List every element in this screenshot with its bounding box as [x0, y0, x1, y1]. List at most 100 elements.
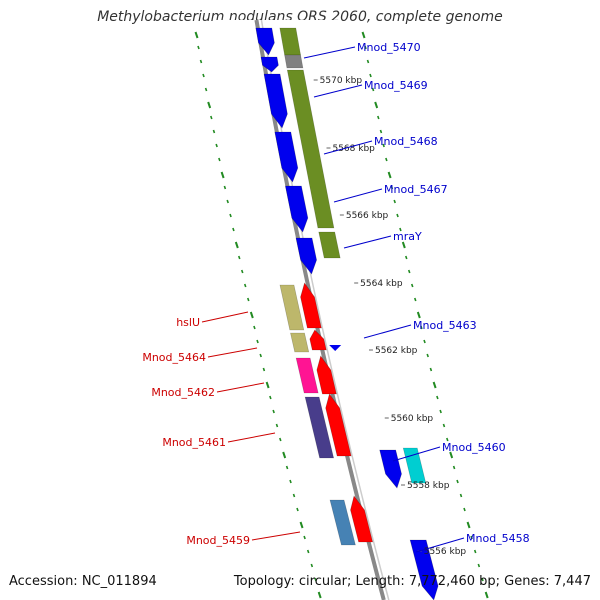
cog-block-hslu[interactable] — [279, 284, 305, 331]
reverse-gene-arrow[interactable] — [300, 282, 322, 329]
inner-tick-mark — [262, 367, 266, 372]
cog-block-mnod-5469-5467[interactable] — [286, 69, 335, 229]
inner-tick-mark — [220, 171, 225, 179]
inner-tick-mark — [204, 87, 208, 92]
outer-tick-mark — [473, 549, 477, 554]
forward-gene-leader — [392, 446, 441, 462]
inner-tick-mark — [223, 185, 227, 190]
forward-gene-label: mraY — [393, 230, 422, 243]
reverse-gene-leader — [207, 347, 258, 358]
inner-tick-mark — [303, 535, 306, 540]
forward-gene-arrow[interactable] — [285, 185, 309, 233]
scale-label: 5570 kbp — [320, 76, 363, 86]
inner-tick-mark — [232, 227, 235, 232]
forward-gene-leader — [323, 140, 373, 155]
reverse-gene-label: hslU — [176, 316, 200, 329]
cog-block-mnod-5464[interactable] — [290, 332, 310, 353]
cog-block-mnod-5462[interactable] — [295, 357, 319, 394]
outer-tick-mark — [374, 101, 379, 109]
inner-tick-mark — [256, 339, 259, 344]
outer-tick-mark — [446, 437, 449, 442]
outer-tick-mark — [361, 31, 366, 39]
forward-gene-label: Mnod_5463 — [413, 319, 477, 332]
inner-tick-mark — [215, 143, 218, 148]
inner-tick-mark — [210, 115, 213, 120]
reverse-gene-arrow[interactable] — [325, 393, 352, 457]
inner-tick-mark — [306, 549, 310, 554]
outer-tick-mark — [364, 45, 367, 50]
inner-tick-mark — [299, 521, 304, 529]
outer-tick-mark — [366, 59, 370, 64]
cog-block-gray[interactable] — [284, 54, 304, 69]
reverse-gene-arrow[interactable] — [309, 329, 327, 351]
forward-gene-label: Mnod_5469 — [364, 79, 428, 92]
inner-tick-mark — [247, 297, 250, 302]
forward-gene-leader — [333, 188, 383, 203]
forward-gene-label: Mnod_5468 — [374, 135, 438, 148]
forward-gene-arrow-small[interactable] — [329, 345, 342, 351]
outer-tick-mark — [452, 465, 456, 470]
reverse-gene-leader — [227, 432, 276, 443]
reverse-gene-label: Mnod_5459 — [186, 534, 250, 547]
outer-tick-mark — [449, 451, 454, 459]
outer-tick-mark — [396, 213, 399, 218]
cog-block-mnod-5459[interactable] — [329, 499, 356, 546]
outer-tick-mark — [407, 269, 411, 274]
cog-block-mrar[interactable] — [318, 231, 341, 259]
inner-tick-mark — [285, 465, 289, 470]
cog-block-mnod-5461[interactable] — [304, 396, 335, 459]
forward-gene-leader — [313, 84, 363, 98]
scale-label: 5564 kbp — [360, 279, 403, 289]
outer-tick-mark — [463, 507, 466, 512]
outer-tick-mark — [432, 381, 437, 389]
outer-tick-mark — [429, 367, 433, 372]
forward-gene-arrow[interactable] — [263, 73, 288, 129]
scale-label: 5556 kbp — [424, 547, 467, 557]
outer-tick-mark — [481, 577, 484, 582]
outer-tick-mark — [439, 409, 442, 414]
scale-label: 5560 kbp — [391, 414, 434, 424]
inner-tick-mark — [249, 311, 254, 319]
forward-gene-label: Mnod_5467 — [384, 183, 448, 196]
inner-tick-mark — [314, 577, 317, 582]
inner-tick-mark — [317, 591, 322, 599]
outer-tick-mark — [405, 255, 408, 260]
forward-gene-arrow[interactable] — [255, 27, 275, 56]
inner-tick-mark — [310, 563, 314, 568]
reverse-gene-arrow[interactable] — [350, 495, 374, 543]
forward-gene-arrow[interactable] — [379, 449, 402, 489]
outer-tick-mark — [390, 185, 394, 190]
forward-gene-arrow[interactable] — [260, 56, 279, 73]
outer-tick-mark — [426, 353, 429, 358]
outer-tick-mark — [470, 535, 473, 540]
outer-tick-mark — [377, 115, 380, 120]
forward-gene-label: Mnod_5470 — [357, 41, 421, 54]
outer-tick-mark — [399, 227, 402, 232]
inner-tick-mark — [296, 507, 299, 512]
inner-tick-mark — [275, 423, 279, 428]
outer-tick-mark — [382, 143, 385, 148]
outer-tick-mark — [477, 563, 481, 568]
forward-gene-arrow[interactable] — [409, 539, 439, 600]
scale-label: 5566 kbp — [346, 211, 389, 221]
inner-tick-mark — [265, 381, 270, 389]
inner-tick-mark — [234, 241, 239, 249]
inner-tick-mark — [218, 157, 221, 162]
inner-tick-mark — [197, 45, 200, 50]
map-title: Methylobacterium nodulans ORS 2060, comp… — [97, 9, 503, 25]
forward-gene-arrow[interactable] — [295, 237, 317, 275]
inner-tick-mark — [202, 73, 205, 78]
outer-tick-mark — [369, 73, 372, 78]
inner-tick-mark — [272, 409, 275, 414]
forward-gene-leader — [303, 46, 356, 59]
feature-band — [213, 20, 466, 600]
inner-tick-mark — [253, 325, 256, 330]
forward-gene-leader — [343, 235, 392, 249]
forward-gene-leader — [415, 537, 465, 553]
reverse-gene-leader — [251, 531, 301, 541]
outer-tick-mark — [423, 339, 426, 344]
reverse-gene-leader — [201, 311, 249, 323]
outer-tick-mark — [484, 591, 489, 599]
forward-gene-arrow[interactable] — [274, 131, 299, 183]
